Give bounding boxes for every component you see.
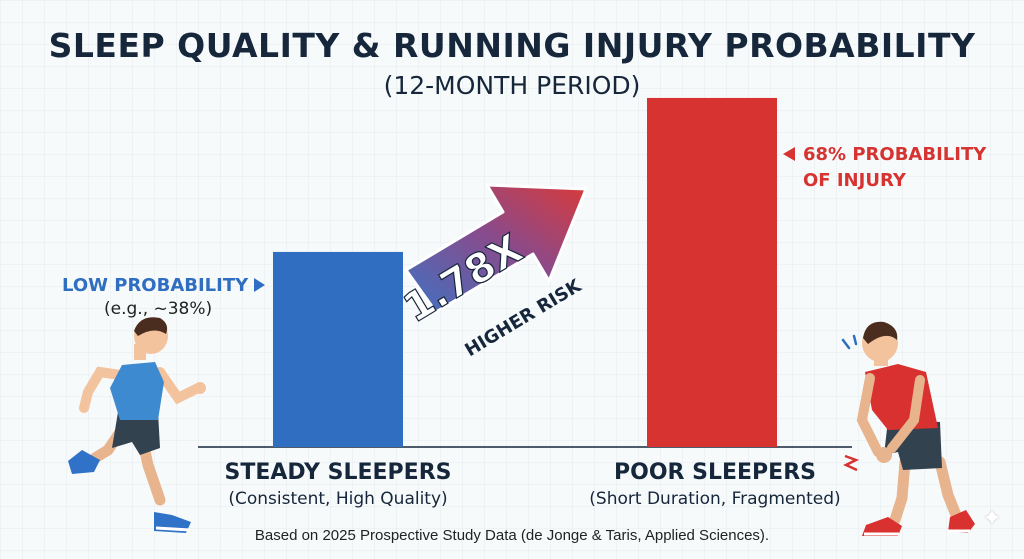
sparkle-watermark-icon: ✦ [981, 505, 1003, 532]
high-pointer-icon [783, 147, 795, 161]
category-label-steady-sleepers: STEADY SLEEPERS [224, 460, 452, 485]
high-probability-label: 68% PROBABILITY [803, 144, 987, 165]
high-probability-label-line2: OF INJURY [803, 170, 906, 191]
chart-title: SLEEP QUALITY & RUNNING INJURY PROBABILI… [48, 26, 976, 65]
risk-arrow: 1.78X HIGHER RISK [395, 183, 588, 361]
chart-subtitle: (12-MONTH PERIOD) [383, 71, 641, 100]
category-note-poor-sleepers: (Short Duration, Fragmented) [589, 489, 841, 509]
source-footnote: Based on 2025 Prospective Study Data (de… [254, 527, 770, 544]
bar-poor-sleepers [647, 97, 777, 447]
low-pointer-icon [254, 278, 265, 292]
low-probability-note: (e.g., ~38%) [104, 299, 213, 319]
bar-steady-sleepers [273, 251, 403, 447]
running-man-icon [68, 317, 206, 533]
category-label-poor-sleepers: POOR SLEEPERS [614, 460, 816, 485]
category-note-steady-sleepers: (Consistent, High Quality) [228, 489, 448, 509]
low-probability-label: LOW PROBABILITY [62, 275, 249, 296]
injured-runner-icon [841, 321, 975, 536]
